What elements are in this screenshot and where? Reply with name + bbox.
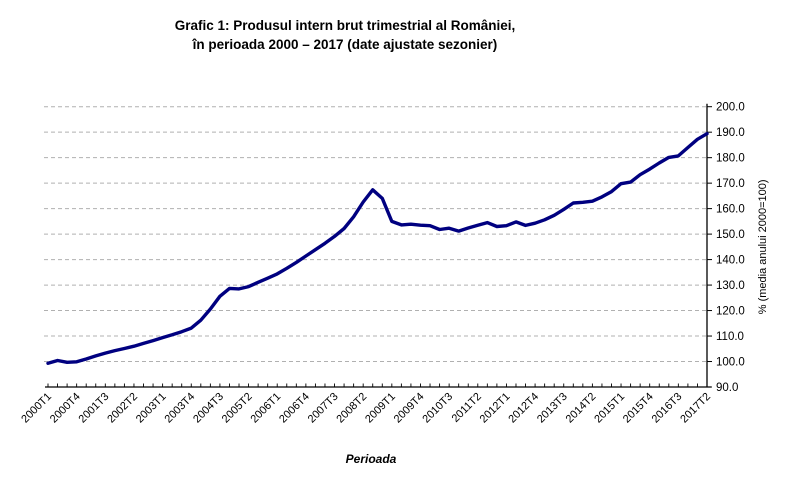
x-tick-label: 2000T4 (48, 391, 83, 426)
x-tick-label: 2006T4 (277, 391, 312, 426)
x-tick-label: 2001T3 (77, 391, 112, 426)
x-tick-label: 2009T1 (363, 391, 398, 426)
chart-title-line2: în perioada 2000 – 2017 (date ajustate s… (192, 37, 498, 52)
y-tick-label: 130.0 (716, 280, 745, 292)
y-tick-label: 120.0 (716, 306, 745, 318)
y-tick-label: 90.0 (716, 382, 738, 394)
x-axis-title: Perioada (345, 452, 397, 466)
x-tick-label: 2000T1 (19, 391, 54, 426)
x-tick-label: 2012T1 (478, 391, 513, 426)
x-tick-label: 2011T2 (450, 391, 484, 425)
x-tick-label: 2005T2 (220, 391, 255, 426)
y-tick-label: 200.0 (716, 102, 745, 114)
x-tick-label: 2013T3 (535, 391, 570, 426)
y-axis-title: % (media anului 2000=100) (757, 179, 769, 314)
x-tick-label: 2007T3 (306, 391, 341, 426)
y-tick-label: 110.0 (716, 331, 744, 343)
x-tick-label: 2014T2 (564, 391, 599, 426)
y-tick-label: 180.0 (716, 153, 745, 165)
y-tick-label: 160.0 (716, 204, 745, 216)
x-tick-label: 2017T2 (678, 391, 713, 426)
y-tick-label: 100.0 (716, 357, 745, 369)
y-tick-label: 140.0 (716, 255, 745, 267)
x-tick-label: 2009T4 (392, 391, 427, 426)
y-tick-label: 150.0 (716, 229, 745, 241)
chart-title-line1: Grafic 1: Produsul intern brut trimestri… (174, 18, 516, 33)
chart-title: Grafic 1: Produsul intern brut trimestri… (0, 16, 690, 54)
x-tick-label: 2008T2 (334, 391, 369, 426)
x-tick-label: 2015T4 (621, 391, 656, 426)
x-tick-label: 2015T1 (592, 391, 627, 426)
x-tick-label: 2006T1 (248, 391, 283, 426)
gdp-series-line (46, 131, 709, 365)
x-tick-label: 2003T4 (163, 391, 198, 426)
x-tick-label: 2012T4 (506, 391, 541, 426)
y-tick-label: 190.0 (716, 127, 745, 139)
x-tick-label: 2016T3 (650, 391, 685, 426)
x-tick-label: 2002T2 (105, 391, 140, 426)
x-tick-label: 2004T3 (191, 391, 226, 426)
y-tick-label: 170.0 (716, 178, 745, 190)
x-tick-label: 2010T3 (420, 391, 455, 426)
x-tick-label: 2003T1 (134, 391, 169, 426)
